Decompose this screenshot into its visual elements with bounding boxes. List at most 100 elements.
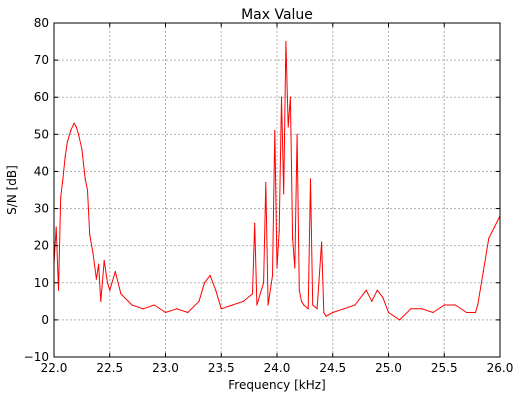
data-point — [387, 311, 390, 314]
x-tick-label: 24.5 — [319, 361, 346, 375]
data-point — [343, 308, 345, 310]
data-point — [474, 311, 477, 314]
data-point — [323, 311, 325, 314]
data-point — [325, 315, 327, 317]
data-point — [100, 300, 102, 302]
data-point — [300, 300, 303, 302]
x-tick-label: 25.0 — [375, 361, 402, 375]
data-point — [267, 304, 269, 306]
y-tick-label: 10 — [34, 276, 49, 290]
data-point — [198, 300, 200, 302]
data-point — [292, 237, 294, 239]
data-point — [92, 252, 94, 254]
data-point — [203, 282, 206, 284]
y-tick-label: 50 — [34, 127, 49, 141]
data-point — [55, 226, 57, 228]
data-point — [332, 311, 334, 314]
data-point — [103, 259, 105, 262]
data-point — [62, 178, 64, 180]
y-tick-label: 60 — [34, 90, 49, 104]
data-point — [242, 300, 245, 302]
data-point — [276, 267, 278, 269]
data-point — [263, 282, 265, 284]
data-point — [382, 297, 384, 299]
data-point — [153, 304, 155, 306]
data-point — [493, 226, 496, 228]
data-point — [70, 130, 72, 132]
data-point — [298, 289, 300, 291]
grid — [53, 22, 501, 358]
x-tick-label: 24.0 — [264, 361, 291, 375]
data-point — [176, 308, 178, 310]
data-point — [86, 189, 89, 191]
chart-title: Max Value — [241, 7, 313, 23]
data-point — [365, 289, 367, 291]
y-tick-label: 20 — [34, 239, 49, 253]
ticks: 22.0 22.5 23.0 23.5 24.0 24.5 25.0 25.5 26.0 −10 0… — [24, 16, 514, 375]
data-point — [120, 293, 122, 295]
data-point — [278, 230, 280, 232]
data-point — [454, 304, 456, 306]
data-point — [73, 122, 75, 124]
data-point — [77, 133, 80, 135]
data-point — [57, 289, 60, 291]
data-point — [307, 308, 309, 310]
data-point — [256, 304, 258, 306]
data-point — [294, 267, 296, 269]
data-point — [75, 126, 77, 128]
data-point — [443, 304, 445, 306]
x-tick-label: 23.0 — [152, 361, 179, 375]
data-point — [66, 141, 68, 143]
series-line — [53, 41, 501, 321]
x-tick-label: 23.5 — [208, 361, 235, 375]
data-point — [114, 271, 116, 273]
data-point — [274, 130, 276, 132]
data-point — [287, 126, 289, 128]
y-tick-label: 0 — [41, 313, 49, 327]
data-point — [95, 278, 97, 280]
data-point — [376, 289, 378, 291]
data-point — [231, 304, 233, 306]
y-tick-label: 80 — [34, 16, 49, 30]
data-point — [209, 274, 211, 276]
data-point — [142, 308, 144, 310]
y-tick-label: 40 — [34, 164, 49, 178]
y-axis-label: S/N [dB] — [5, 165, 19, 215]
x-tick-label: 22.5 — [96, 361, 123, 375]
data-point — [131, 304, 133, 306]
data-point — [354, 304, 356, 306]
plot-area — [53, 40, 501, 321]
data-point — [106, 282, 109, 284]
data-point — [215, 289, 217, 291]
data-point — [371, 300, 373, 302]
data-point — [164, 311, 167, 314]
data-point — [265, 181, 267, 184]
x-tick-label: 26.0 — [487, 361, 514, 375]
data-point — [303, 304, 305, 306]
data-point — [109, 289, 111, 291]
x-axis-label: Frequency [kHz] — [228, 378, 325, 392]
data-point — [254, 222, 256, 224]
y-tick-label: −10 — [24, 350, 49, 364]
data-point — [399, 319, 401, 321]
data-point — [98, 263, 100, 265]
data-point — [251, 293, 254, 295]
data-point — [421, 308, 423, 310]
data-point — [482, 271, 484, 273]
data-point — [271, 274, 274, 276]
data-point — [312, 304, 314, 306]
data-point — [285, 40, 287, 43]
data-point — [316, 308, 318, 310]
x-tick-label: 25.5 — [431, 361, 458, 375]
data-point — [432, 311, 434, 314]
data-point — [81, 148, 83, 150]
data-point — [60, 196, 62, 199]
data-point — [89, 233, 91, 236]
data-point — [296, 133, 298, 135]
data-point — [477, 304, 479, 306]
data-point — [321, 241, 323, 243]
y-tick-label: 30 — [34, 202, 49, 216]
data-point — [64, 156, 66, 158]
data-point — [283, 193, 285, 195]
